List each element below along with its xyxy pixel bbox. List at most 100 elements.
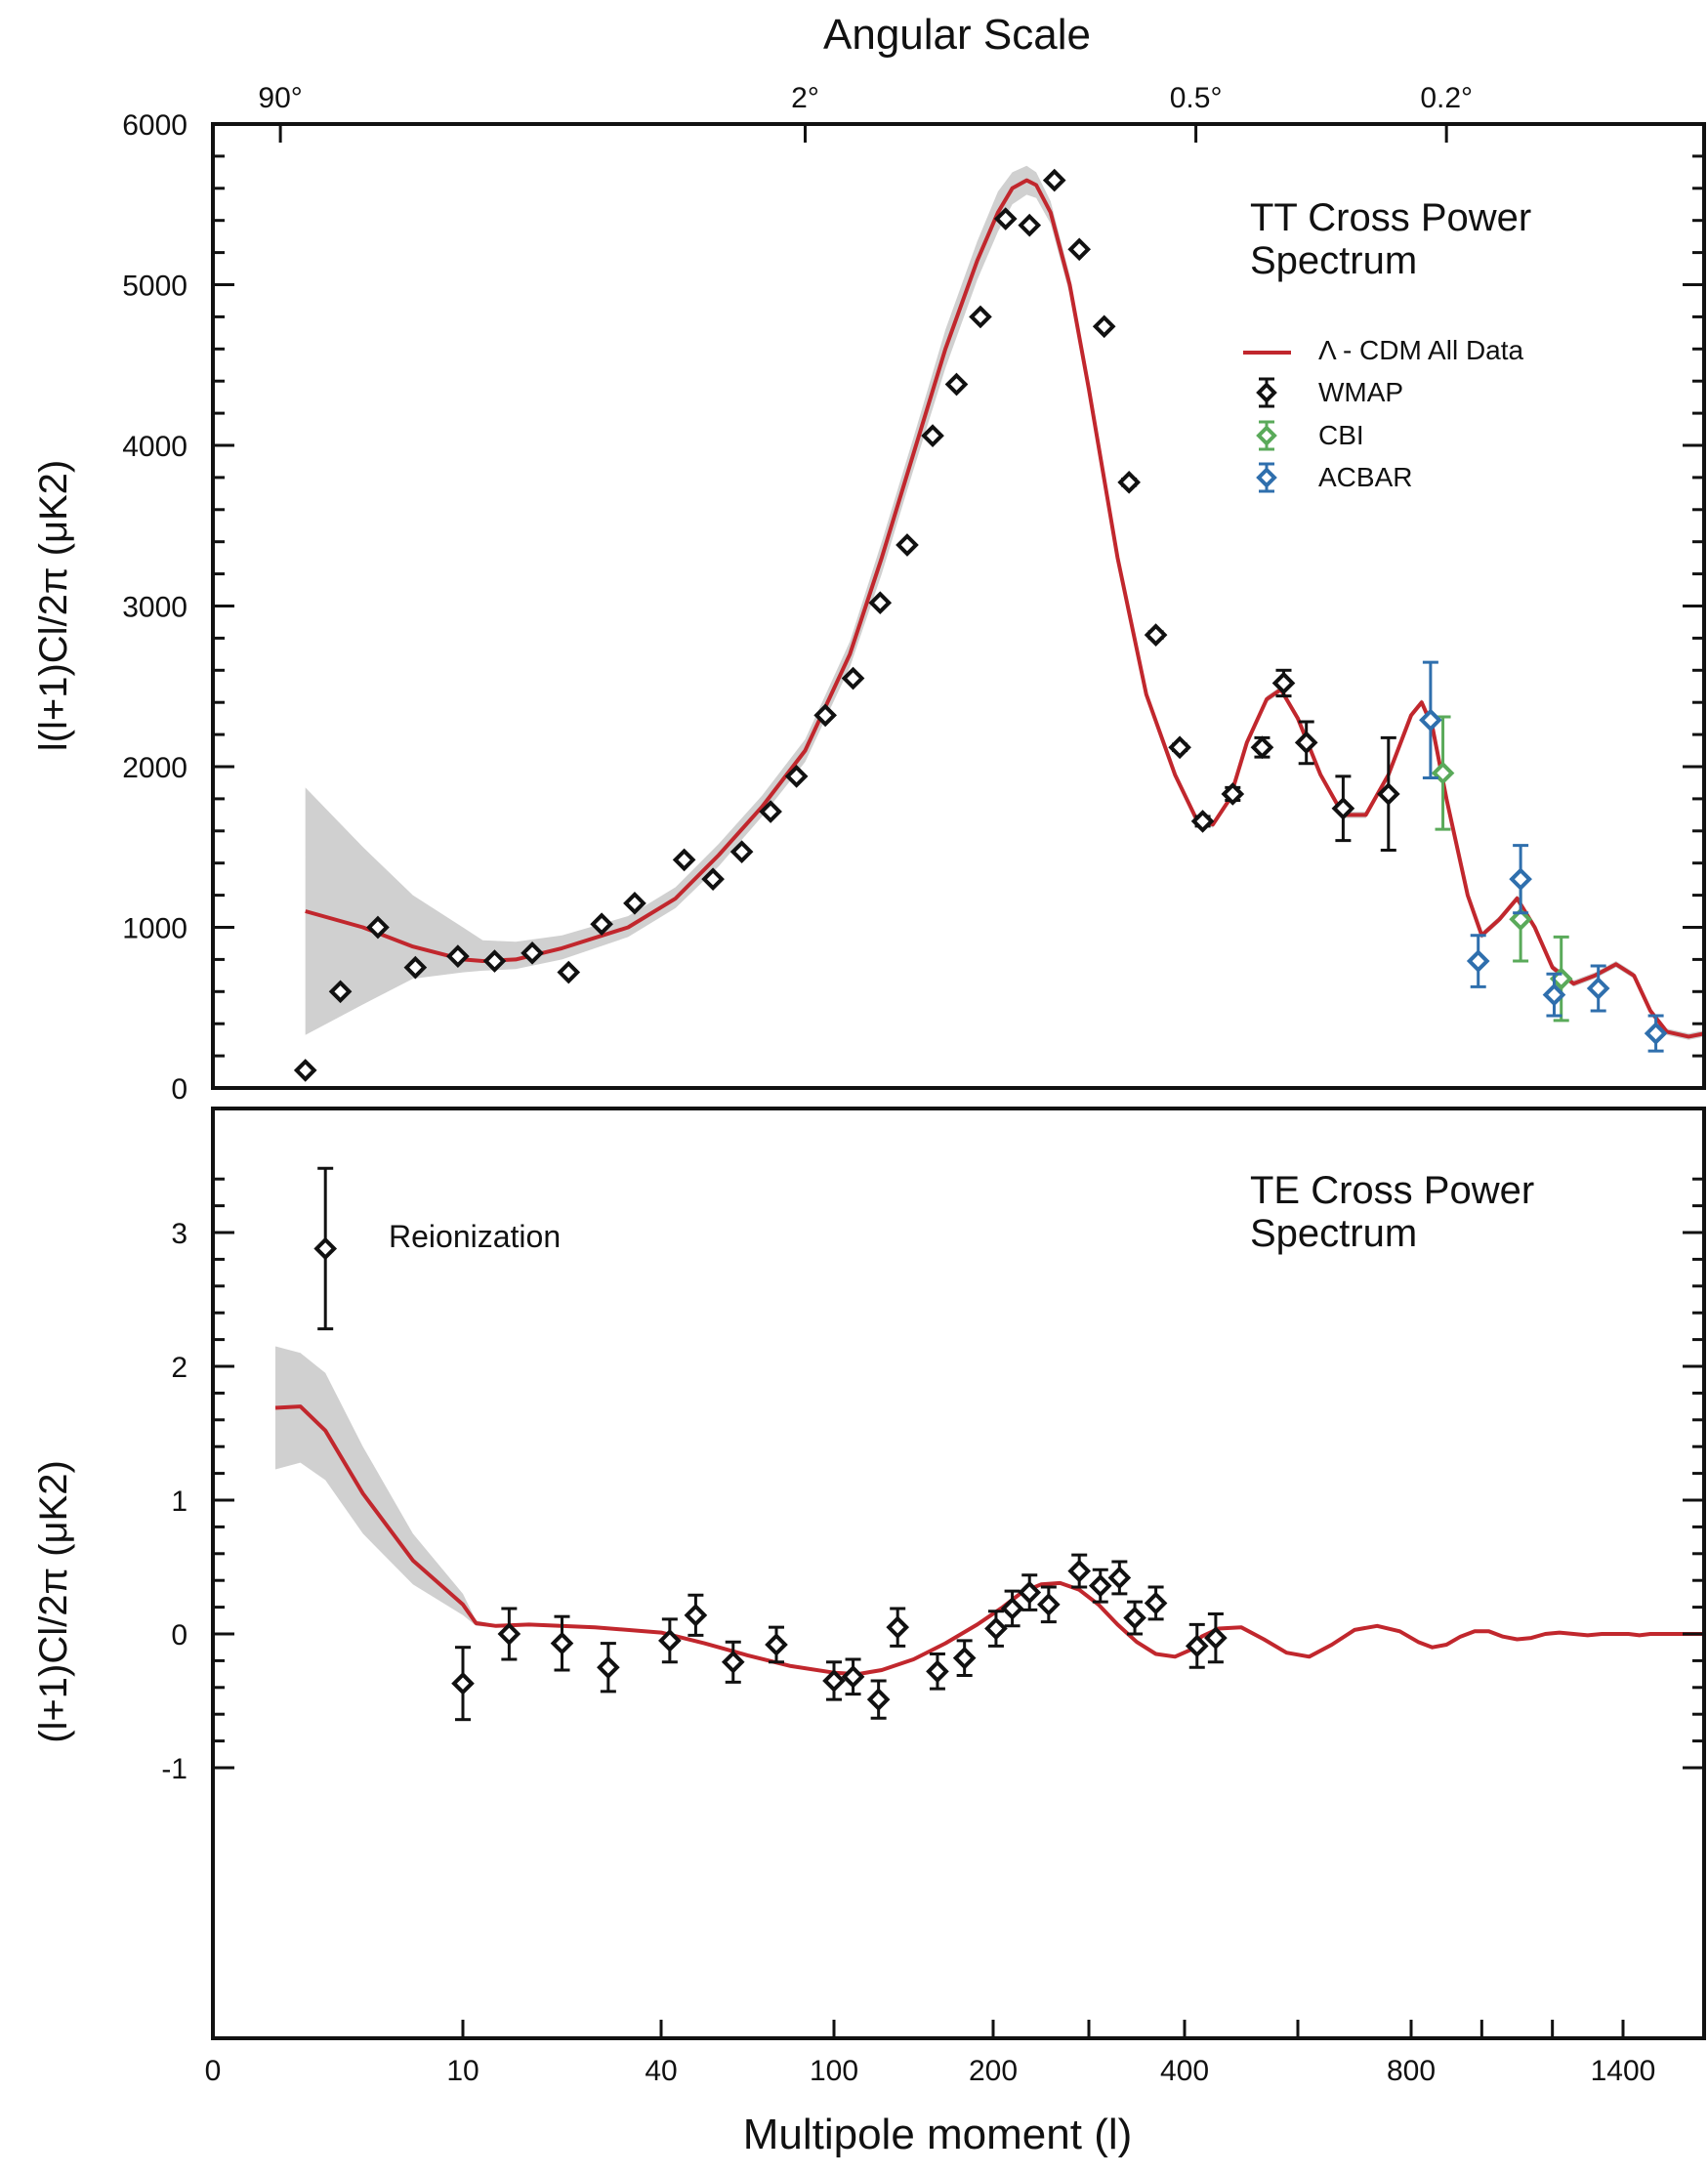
x-tick-label: 100 <box>810 2055 858 2087</box>
te-data-point <box>1144 1591 1168 1615</box>
wmap-data-point <box>366 915 390 940</box>
acbar-data-point <box>1466 949 1490 973</box>
wmap-data-point <box>623 891 646 915</box>
reionization-annotation: Reionization <box>389 1219 561 1254</box>
wmap-data-point <box>944 372 969 397</box>
te-data-point <box>1067 1559 1092 1583</box>
wmap-data-point <box>1376 782 1400 806</box>
legend-acbar-icon <box>1256 462 1277 493</box>
acbar-data-point <box>1419 708 1442 732</box>
cbi-data-point <box>1431 761 1455 785</box>
legend-cbi-icon <box>1256 420 1277 451</box>
te-data-point <box>1000 1597 1024 1620</box>
te-data-point <box>886 1615 910 1639</box>
wmap-data-point <box>672 848 696 872</box>
te-y-tick-label: 2 <box>171 1352 187 1384</box>
tt-title-line1: TT Cross Power <box>1250 196 1531 239</box>
te-y-tick-label: 0 <box>171 1619 187 1652</box>
te-x-ticks: 0 10 40 100 200 400 800 1400 <box>205 2020 1656 2087</box>
wmap-data-point <box>328 980 353 1004</box>
te-data-point <box>684 1603 708 1627</box>
te-y-tick-label: -1 <box>161 1753 187 1785</box>
tt-title-line2: Spectrum <box>1250 239 1417 282</box>
tt-panel: 0 1000 2000 3000 4000 5000 6000 <box>122 109 1706 1106</box>
wmap-data-point <box>557 960 581 984</box>
wmap-data-point <box>1092 314 1116 339</box>
acbar-data-point <box>1586 977 1610 1000</box>
wmap-data-point <box>1042 168 1066 192</box>
angular-scale-tick-label: 0.5° <box>1170 82 1223 114</box>
te-data-point <box>1018 1580 1042 1605</box>
te-data-point <box>550 1631 574 1655</box>
te-plot-frame <box>211 1107 1706 2040</box>
tt-model-line <box>305 178 1706 1039</box>
te-data-point <box>926 1659 949 1684</box>
legend: Λ - CDM All Data WMAP CBI ACBAR <box>1243 335 1524 493</box>
acbar-data-point <box>1542 983 1566 1007</box>
cbi-data-point <box>1509 907 1532 932</box>
te-title-line1: TE Cross Power <box>1250 1169 1534 1212</box>
wmap-data-point <box>1168 735 1191 760</box>
wmap-data-point <box>1117 471 1141 494</box>
wmap-data-point <box>293 1059 317 1082</box>
wmap-data-point <box>784 765 809 788</box>
x-tick-label: 40 <box>645 2055 677 2087</box>
legend-cbi-label: CBI <box>1318 420 1364 450</box>
angular-scale-title: Angular Scale <box>823 11 1091 59</box>
x-tick-label: 800 <box>1387 2055 1436 2087</box>
te-data-point <box>984 1616 1008 1641</box>
te-title-line2: Spectrum <box>1250 1212 1417 1255</box>
wmap-data-point <box>896 533 919 557</box>
te-data-point <box>765 1633 788 1656</box>
wmap-data-point <box>759 800 782 823</box>
te-data-point <box>822 1669 846 1693</box>
te-data-point <box>451 1671 475 1695</box>
tt-data-points <box>293 168 1668 1082</box>
te-y-ticks: -1 0 1 2 3 <box>161 1177 1704 1785</box>
x-tick-label: 1400 <box>1591 2055 1656 2087</box>
te-panel: -1 0 1 2 3 0 10 40 100 200 400 800 1400 <box>161 1107 1706 2087</box>
wmap-data-point <box>729 840 754 864</box>
legend-diamond <box>1256 425 1277 446</box>
wmap-data-point <box>841 666 865 690</box>
tt-y-tick-label: 4000 <box>122 431 187 463</box>
te-data-point <box>1185 1634 1209 1658</box>
te-data-point <box>497 1622 521 1646</box>
angular-scale-tick-label: 0.2° <box>1420 82 1473 114</box>
tt-y-axis-label: l(l+1)Cl/2π (μK2) <box>32 460 75 751</box>
tt-y-tick-label: 1000 <box>122 913 187 945</box>
wmap-data-point <box>1018 213 1042 237</box>
wmap-data-point <box>1294 731 1318 755</box>
x-axis-label: Multipole moment (l) <box>743 2111 1133 2158</box>
te-data-point <box>841 1665 865 1689</box>
te-data-point <box>1037 1593 1061 1616</box>
tt-model-curve <box>305 178 1706 1039</box>
tt-y-tick-label: 0 <box>171 1073 187 1106</box>
wmap-data-point <box>868 591 893 615</box>
tt-uncertainty-band <box>305 165 1706 1040</box>
te-data-points <box>313 1166 1228 1722</box>
legend-model-label: Λ - CDM All Data <box>1318 335 1524 365</box>
tt-y-tick-label: 6000 <box>122 109 187 142</box>
te-data-point <box>1123 1606 1146 1630</box>
x-tick-label: 200 <box>969 2055 1018 2087</box>
x-tick-label: 10 <box>446 2055 479 2087</box>
x-tick-label: 400 <box>1160 2055 1209 2087</box>
tt-y-tick-label: 5000 <box>122 271 187 303</box>
te-uncertainty-band <box>275 1346 529 1628</box>
te-y-axis-label: (l+1)Cl/2π (μK2) <box>32 1460 75 1743</box>
te-data-point <box>313 1236 338 1261</box>
angular-scale-tick-label: 2° <box>791 82 819 114</box>
wmap-data-point <box>1250 735 1274 760</box>
angular-scale-tick-label: 90° <box>258 82 302 114</box>
tt-y-tick-label: 2000 <box>122 752 187 784</box>
wmap-data-point <box>482 949 507 973</box>
tt-y-ticks: 0 1000 2000 3000 4000 5000 6000 <box>122 109 1704 1106</box>
legend-diamond <box>1256 467 1277 488</box>
acbar-data-point <box>1509 867 1532 891</box>
te-y-tick-label: 3 <box>171 1218 187 1250</box>
wmap-data-point <box>521 941 544 965</box>
wmap-data-point <box>969 305 992 329</box>
legend-diamond <box>1256 382 1277 403</box>
